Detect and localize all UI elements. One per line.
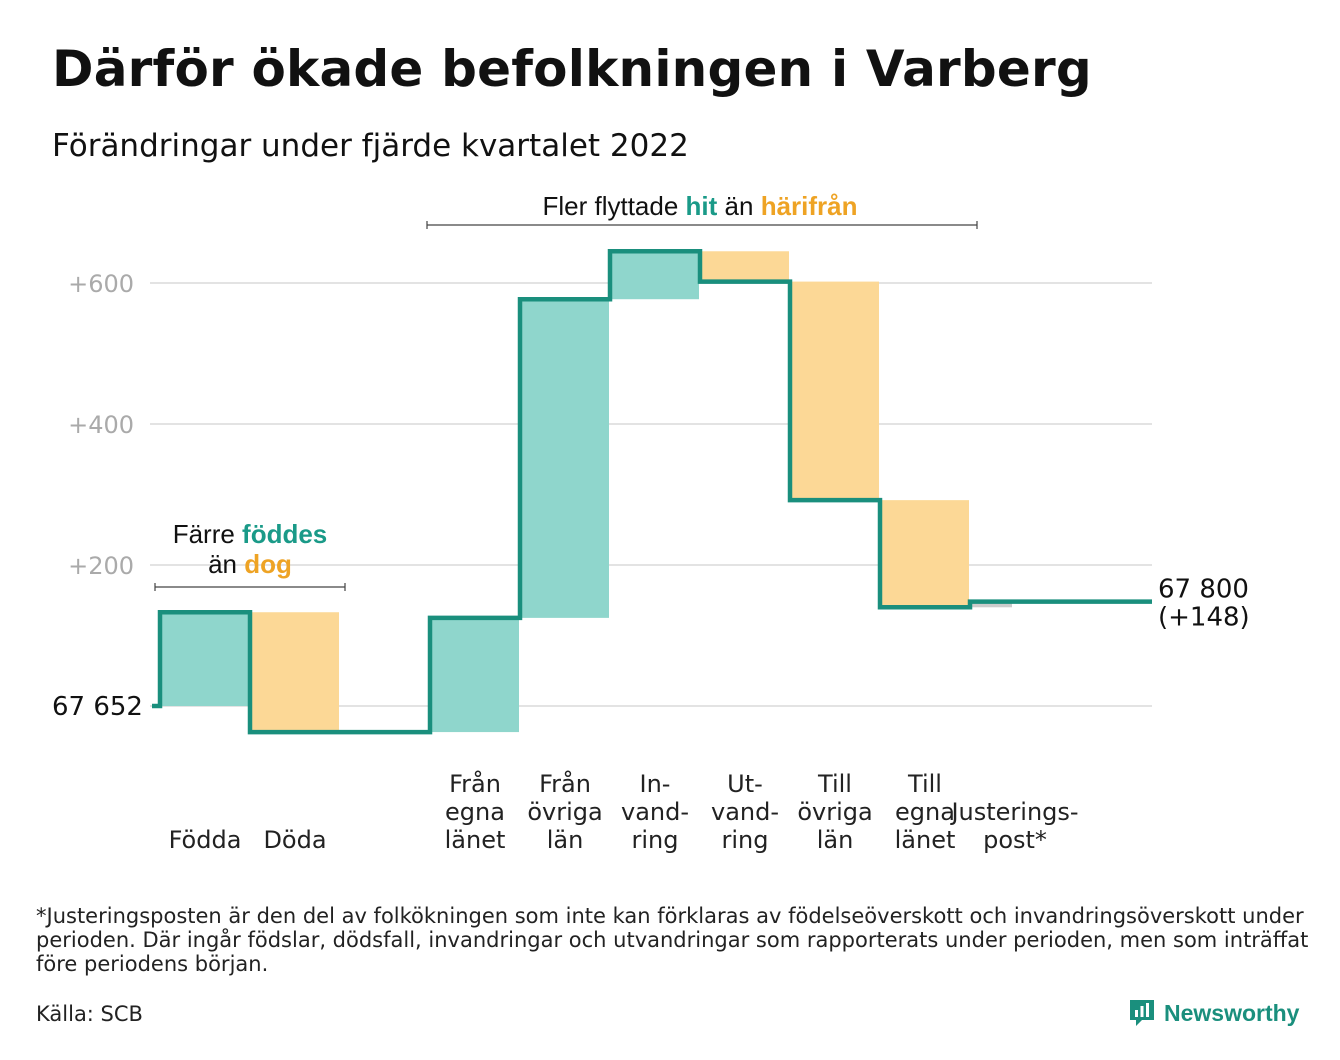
y-tick-label: +600	[68, 270, 134, 298]
cumulative-line-path	[152, 249, 1152, 735]
category-label: egna	[895, 798, 955, 826]
category-label: övriga	[797, 798, 872, 826]
category-label: länet	[895, 826, 956, 854]
category-label: Från	[449, 769, 501, 798]
category-label: Justerings-	[949, 798, 1078, 826]
category-label: län	[547, 826, 584, 854]
chart-subtitle: Förändringar under fjärde kvartalet 2022	[52, 128, 689, 164]
category-label: Till	[907, 770, 942, 798]
category-label: Till	[817, 770, 852, 798]
category-label: post*	[983, 826, 1047, 854]
births-annotation-line1: Färre föddes	[173, 519, 328, 549]
category-label: länet	[445, 826, 506, 854]
bar-6	[701, 251, 789, 282]
category-label: län	[817, 826, 854, 854]
newsworthy-logo: Newsworthy	[1128, 998, 1299, 1028]
bar-1	[251, 612, 339, 733]
y-tick-label: +400	[68, 411, 134, 439]
migration-annotation: Fler flyttade hit än härifrån	[542, 191, 857, 221]
bar-7	[791, 281, 879, 501]
end-change-label: (+148)	[1158, 603, 1250, 633]
bar-9	[972, 601, 1012, 608]
end-value-label: 67 800	[1158, 575, 1249, 605]
source: Källa: SCB	[36, 1002, 143, 1026]
category-label: In-	[640, 770, 671, 798]
births-annotation-line2: än dog	[208, 549, 292, 579]
category-label: vand-	[621, 798, 689, 826]
bar-0	[161, 612, 249, 706]
category-label: övriga	[527, 798, 602, 826]
bar-4	[521, 299, 609, 618]
category-label: ring	[722, 826, 769, 854]
category-label: vand-	[711, 798, 779, 826]
y-tick-label: +200	[68, 552, 134, 580]
category-label: Födda	[169, 826, 242, 854]
cumulative-line	[152, 249, 1152, 735]
bar-8	[881, 500, 969, 608]
chart-title: Därför ökade befolkningen i Varberg	[52, 40, 1092, 98]
logo-text: Newsworthy	[1164, 999, 1300, 1026]
category-label: Från	[539, 769, 591, 798]
start-value-label: 67 652	[52, 692, 143, 722]
bar-3	[431, 617, 519, 733]
category-label: Döda	[263, 826, 326, 854]
bars	[161, 251, 1012, 733]
bar-5	[611, 251, 699, 300]
footnote: *Justeringsposten är den del av folkökni…	[36, 904, 1309, 976]
category-label: egna	[445, 798, 505, 826]
category-label: Ut-	[727, 770, 763, 798]
category-label: ring	[632, 826, 679, 854]
bar-chart-icon	[1130, 1000, 1154, 1026]
category-labels: Födda DödaFrånegnalänetFrånövrigalänIn-va…	[52, 575, 1250, 854]
